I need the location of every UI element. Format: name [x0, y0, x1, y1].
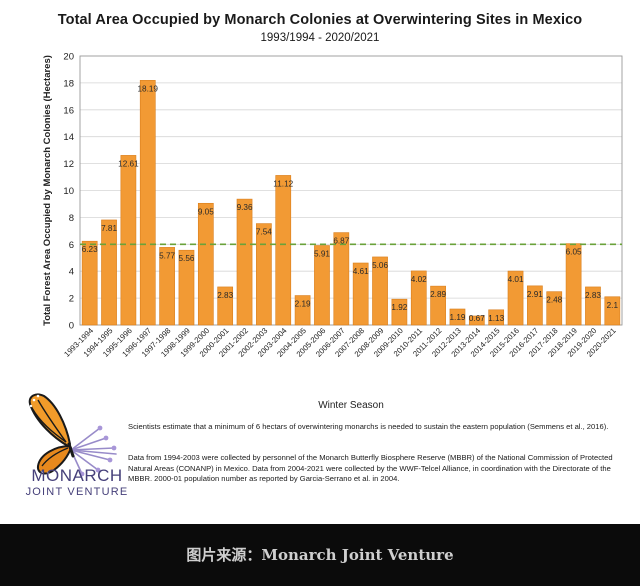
bar-value-label: 11.12: [273, 179, 293, 188]
bar: [217, 286, 234, 326]
logo-text-monarch: MONARCH: [31, 466, 123, 485]
bar: [256, 223, 272, 326]
bar: [101, 219, 117, 326]
bar: [139, 80, 156, 326]
bar: [410, 270, 427, 326]
y-tick-label: 10: [63, 186, 74, 197]
bar-value-label: 1.92: [391, 303, 407, 312]
bar: [81, 240, 98, 326]
bar: [333, 232, 350, 326]
bar-value-label: 5.06: [372, 261, 388, 270]
bar-value-label: 5.77: [159, 251, 175, 260]
x-axis-title: Winter Season: [318, 400, 384, 411]
bar-value-label: 4.01: [508, 275, 524, 284]
bar-value-label: 9.05: [198, 207, 214, 216]
bar: [449, 308, 466, 326]
bar-value-label: 7.54: [256, 228, 272, 237]
y-tick-label: 20: [63, 52, 74, 63]
bar: [430, 285, 446, 326]
bar-value-label: 2.91: [527, 290, 543, 299]
bar-value-label: 2.83: [217, 291, 233, 300]
data-source-note: Data from 1994-2003 were collected by pe…: [128, 453, 613, 483]
y-tick-label: 12: [63, 159, 74, 170]
minimum-population-note: Scientists estimate that a minimum of 6 …: [128, 422, 609, 431]
y-tick-label: 16: [63, 105, 74, 116]
bar: [294, 295, 311, 326]
bar: [527, 285, 543, 326]
bar-value-label: 18.19: [138, 84, 159, 93]
bar: [197, 202, 214, 326]
logo-text-joint-venture: JOINT VENTURE: [25, 486, 129, 498]
bar-value-label: 6.23: [82, 245, 98, 254]
y-axis-title: Total Forest Area Occupied by Monarch Co…: [42, 55, 53, 326]
bar-value-label: 5.56: [178, 254, 194, 263]
y-tick-label: 0: [69, 321, 74, 332]
bar-value-label: 2.1: [607, 301, 619, 310]
bar: [352, 262, 369, 326]
bar-value-label: 0.67: [469, 314, 485, 323]
bar-value-label: 5.91: [314, 250, 330, 259]
bar: [236, 198, 253, 326]
bar-value-label: 1.13: [488, 314, 504, 323]
bar-value-label: 2.83: [585, 291, 601, 300]
bar: [546, 291, 563, 326]
bar: [178, 249, 195, 326]
bar: [159, 247, 175, 326]
bar: [507, 270, 524, 326]
bar-value-label: 2.89: [430, 290, 446, 299]
y-tick-label: 14: [63, 132, 74, 143]
plot-frame: [79, 55, 623, 326]
bar: [488, 309, 505, 326]
bar: [604, 296, 621, 326]
bar: [391, 298, 408, 326]
bar-value-label: 4.02: [411, 275, 427, 284]
chart-subtitle: 1993/1994 - 2020/2021: [260, 32, 380, 44]
bar: [275, 175, 292, 326]
bar-chart: 024681012141618206.231993-19947.811994-1…: [42, 52, 623, 411]
y-tick-label: 18: [63, 78, 74, 89]
bar-value-label: 6.87: [333, 237, 349, 246]
bar-value-label: 4.61: [353, 267, 369, 276]
bar-value-label: 2.19: [295, 300, 311, 309]
y-tick-label: 8: [69, 213, 74, 224]
y-tick-label: 4: [69, 267, 74, 278]
bar: [585, 286, 601, 326]
bar-value-label: 6.05: [566, 248, 582, 257]
bar-value-label: 7.81: [101, 224, 117, 233]
bar-value-label: 12.61: [118, 159, 139, 168]
bar: [314, 245, 330, 326]
bar: [372, 256, 388, 326]
monarch-butterfly-logo: [28, 393, 117, 477]
y-tick-label: 2: [69, 294, 74, 305]
chart-title: Total Area Occupied by Monarch Colonies …: [57, 12, 583, 28]
bar-value-label: 1.19: [449, 313, 465, 322]
y-tick-label: 6: [69, 240, 74, 251]
bar-value-label: 2.48: [546, 296, 562, 305]
image-source-caption: 图片来源：Monarch Joint Venture: [0, 524, 640, 586]
bar-value-label: 9.36: [237, 203, 253, 212]
bar: [468, 315, 485, 326]
bar: [120, 155, 137, 326]
